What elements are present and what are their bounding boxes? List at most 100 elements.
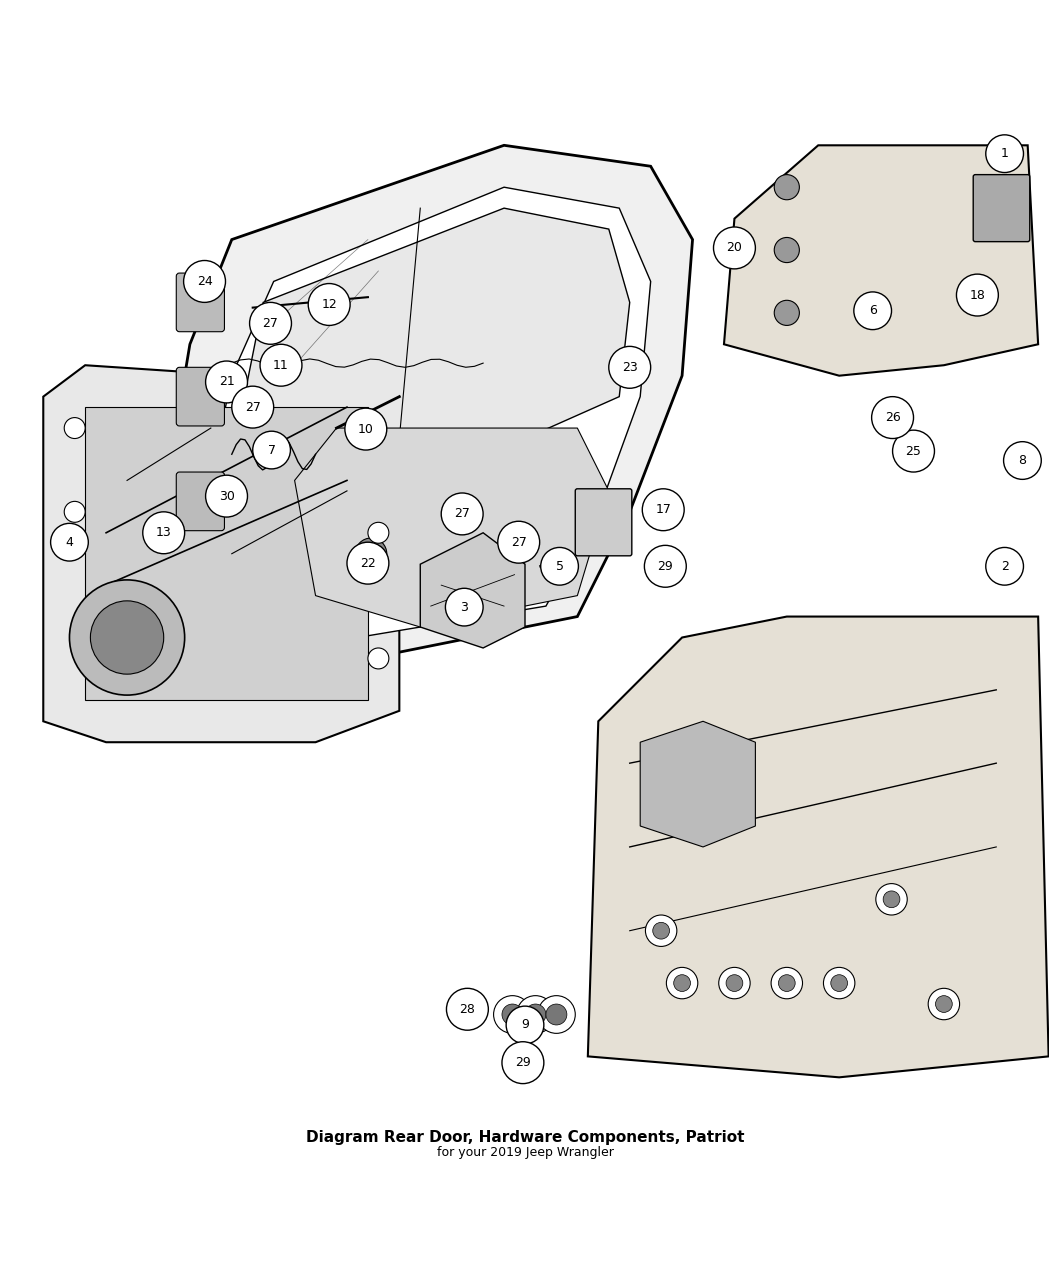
- Circle shape: [609, 347, 651, 389]
- Circle shape: [344, 408, 386, 450]
- Polygon shape: [640, 722, 755, 847]
- FancyBboxPatch shape: [575, 488, 632, 556]
- Text: 13: 13: [155, 527, 171, 539]
- Text: 27: 27: [245, 400, 260, 413]
- FancyBboxPatch shape: [176, 273, 225, 332]
- Text: 1: 1: [1001, 147, 1009, 161]
- FancyBboxPatch shape: [176, 472, 225, 530]
- Circle shape: [64, 418, 85, 439]
- Circle shape: [346, 542, 388, 584]
- Circle shape: [250, 302, 292, 344]
- Circle shape: [831, 974, 847, 992]
- Circle shape: [538, 996, 575, 1033]
- Circle shape: [232, 386, 274, 428]
- Circle shape: [517, 996, 554, 1033]
- Circle shape: [143, 511, 185, 553]
- Circle shape: [714, 227, 755, 269]
- Text: Diagram Rear Door, Hardware Components, Patriot: Diagram Rear Door, Hardware Components, …: [306, 1131, 744, 1145]
- Circle shape: [541, 547, 579, 585]
- Circle shape: [883, 891, 900, 908]
- Circle shape: [986, 135, 1024, 172]
- Circle shape: [502, 1003, 523, 1025]
- Text: for your 2019 Jeep Wrangler: for your 2019 Jeep Wrangler: [437, 1146, 613, 1159]
- Polygon shape: [295, 428, 609, 627]
- Circle shape: [441, 493, 483, 536]
- Polygon shape: [211, 187, 651, 638]
- Circle shape: [876, 884, 907, 915]
- Text: 28: 28: [460, 1002, 476, 1016]
- Text: 27: 27: [510, 536, 527, 548]
- Circle shape: [653, 922, 670, 940]
- Circle shape: [936, 996, 952, 1012]
- Text: 5: 5: [555, 560, 564, 572]
- Text: 18: 18: [969, 288, 985, 302]
- Circle shape: [309, 283, 350, 325]
- Text: 10: 10: [358, 422, 374, 436]
- Text: 29: 29: [657, 560, 673, 572]
- Circle shape: [260, 344, 302, 386]
- Circle shape: [494, 996, 531, 1033]
- Polygon shape: [169, 145, 693, 658]
- Circle shape: [774, 175, 799, 200]
- Circle shape: [719, 968, 750, 998]
- Circle shape: [957, 274, 999, 316]
- Polygon shape: [43, 365, 399, 742]
- Circle shape: [502, 1042, 544, 1084]
- Circle shape: [774, 301, 799, 325]
- Circle shape: [445, 588, 483, 626]
- Circle shape: [643, 488, 685, 530]
- Circle shape: [355, 538, 386, 570]
- Circle shape: [90, 601, 164, 674]
- Text: 7: 7: [268, 444, 275, 456]
- Circle shape: [206, 361, 248, 403]
- Circle shape: [253, 431, 291, 469]
- Polygon shape: [723, 145, 1038, 376]
- Circle shape: [217, 483, 243, 509]
- Text: 25: 25: [905, 445, 922, 458]
- Circle shape: [892, 430, 934, 472]
- Circle shape: [645, 546, 687, 588]
- Text: 3: 3: [460, 601, 468, 613]
- Text: 11: 11: [273, 358, 289, 372]
- Circle shape: [771, 968, 802, 998]
- Circle shape: [498, 521, 540, 564]
- Circle shape: [69, 580, 185, 695]
- Circle shape: [823, 968, 855, 998]
- Circle shape: [774, 237, 799, 263]
- Circle shape: [64, 501, 85, 523]
- Circle shape: [525, 1003, 546, 1025]
- Polygon shape: [85, 407, 367, 700]
- Circle shape: [854, 292, 891, 330]
- Text: 23: 23: [622, 361, 637, 374]
- Text: 12: 12: [321, 298, 337, 311]
- Circle shape: [1004, 441, 1042, 479]
- Text: 6: 6: [868, 305, 877, 317]
- Circle shape: [368, 523, 388, 543]
- Polygon shape: [243, 208, 630, 449]
- FancyBboxPatch shape: [973, 175, 1030, 242]
- Text: 27: 27: [262, 316, 278, 330]
- Text: 17: 17: [655, 504, 671, 516]
- Polygon shape: [420, 533, 525, 648]
- Circle shape: [206, 476, 248, 518]
- Circle shape: [184, 260, 226, 302]
- Circle shape: [928, 988, 960, 1020]
- Text: 26: 26: [885, 411, 901, 425]
- Circle shape: [50, 523, 88, 561]
- Circle shape: [872, 397, 914, 439]
- Text: 4: 4: [65, 536, 74, 548]
- Text: 8: 8: [1018, 454, 1027, 467]
- Circle shape: [446, 988, 488, 1030]
- Text: 24: 24: [196, 275, 212, 288]
- Circle shape: [667, 968, 698, 998]
- Text: 22: 22: [360, 557, 376, 570]
- Text: 30: 30: [218, 490, 234, 502]
- Circle shape: [778, 974, 795, 992]
- Circle shape: [674, 974, 691, 992]
- Circle shape: [986, 547, 1024, 585]
- Circle shape: [506, 1006, 544, 1044]
- FancyBboxPatch shape: [176, 367, 225, 426]
- Text: 29: 29: [516, 1056, 531, 1070]
- Circle shape: [368, 648, 388, 669]
- Text: 2: 2: [1001, 560, 1009, 572]
